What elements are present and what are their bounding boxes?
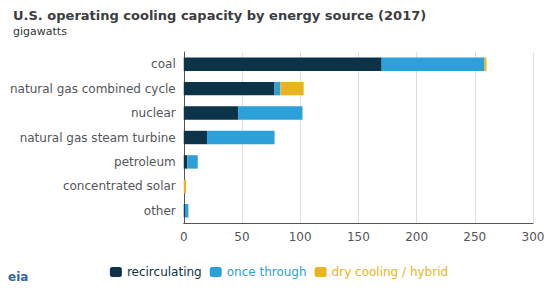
svg-text:other: other: [144, 204, 176, 218]
svg-text:200: 200: [405, 230, 428, 244]
svg-text:100: 100: [289, 230, 312, 244]
svg-text:50: 50: [234, 230, 249, 244]
svg-text:nuclear: nuclear: [131, 106, 176, 120]
svg-text:250: 250: [463, 230, 486, 244]
svg-text:coal: coal: [151, 57, 176, 71]
svg-text:gigawatts: gigawatts: [13, 25, 67, 38]
svg-text:eia: eia: [8, 270, 28, 284]
svg-text:natural gas combined cycle: natural gas combined cycle: [10, 82, 176, 96]
svg-text:dry cooling / hybrid: dry cooling / hybrid: [332, 265, 449, 279]
svg-text:300: 300: [522, 230, 545, 244]
svg-text:once through: once through: [227, 265, 307, 279]
svg-text:petroleum: petroleum: [114, 155, 176, 169]
svg-text:concentrated solar: concentrated solar: [63, 179, 176, 193]
svg-text:recirculating: recirculating: [127, 265, 202, 279]
svg-text:0: 0: [180, 230, 188, 244]
svg-text:U.S. operating cooling capacit: U.S. operating cooling capacity by energ…: [13, 8, 426, 23]
svg-text:150: 150: [347, 230, 370, 244]
svg-text:natural gas steam turbine: natural gas steam turbine: [20, 131, 176, 145]
